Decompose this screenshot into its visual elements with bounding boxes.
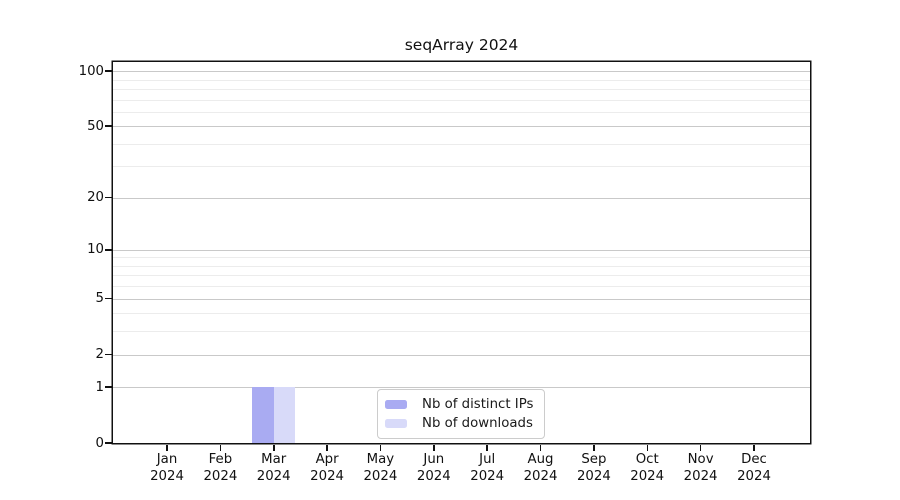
legend-row-distinct-ips: Nb of distinct IPs [385, 395, 544, 414]
minor-gridline [113, 257, 810, 259]
y-tick-label: 100 [78, 63, 104, 79]
major-gridline [113, 387, 810, 389]
x-tick-month: Nov [687, 452, 714, 467]
x-tick-month: Apr [315, 452, 339, 467]
y-tick-label: 1 [95, 379, 104, 395]
y-tick-mark [105, 249, 112, 251]
minor-gridline [113, 265, 810, 267]
x-tick-year: 2024 [576, 468, 611, 484]
major-gridline [113, 354, 810, 356]
x-tick-mark [486, 444, 488, 451]
x-tick-month: Mar [261, 452, 287, 467]
major-gridline [113, 126, 810, 128]
x-tick-year: 2024 [363, 468, 398, 484]
y-tick-mark [105, 125, 112, 127]
legend-label-downloads: Nb of downloads [422, 416, 533, 431]
minor-gridline [113, 331, 810, 333]
x-tick-year: 2024 [203, 468, 238, 484]
x-tick-year: 2024 [630, 468, 665, 484]
y-tick-mark [105, 196, 112, 199]
legend-label-distinct-ips: Nb of distinct IPs [422, 397, 534, 412]
minor-gridline [113, 99, 810, 101]
x-tick-year: 2024 [416, 468, 451, 484]
bar-downloads [273, 387, 296, 443]
minor-gridline [113, 313, 810, 315]
minor-gridline [113, 275, 810, 277]
y-tick-mark [105, 297, 112, 300]
x-tick-label: Apr 2024 [296, 452, 358, 485]
x-tick-mark [699, 444, 702, 451]
x-tick-label: Sep 2024 [563, 452, 625, 485]
x-tick-year: 2024 [150, 468, 184, 484]
x-tick-month: Jan [156, 452, 178, 467]
x-tick-mark [753, 444, 755, 451]
x-tick-label: Nov 2024 [670, 452, 732, 485]
minor-gridline [113, 166, 810, 168]
x-tick-label: Jun 2024 [403, 452, 465, 485]
x-tick-label: Oct 2024 [616, 452, 678, 485]
y-tick-label: 20 [87, 190, 104, 206]
x-tick-year: 2024 [683, 468, 718, 484]
major-gridline [113, 197, 810, 199]
major-gridline [113, 249, 810, 251]
y-tick-mark [105, 353, 112, 356]
legend-row-downloads: Nb of downloads [385, 414, 544, 433]
x-tick-mark [539, 444, 542, 451]
x-tick-label: Aug 2024 [510, 452, 572, 485]
x-tick-mark [646, 444, 648, 451]
major-gridline [113, 71, 810, 72]
x-tick-label: Mar 2024 [243, 452, 305, 485]
x-tick-year: 2024 [256, 468, 291, 484]
y-tick-mark [105, 386, 112, 388]
x-tick-year: 2024 [523, 468, 558, 484]
x-tick-month: Sep [581, 452, 607, 467]
x-tick-month: Feb [208, 452, 233, 467]
x-tick-month: Oct [635, 452, 659, 467]
minor-gridline [113, 143, 810, 145]
x-tick-mark [219, 444, 222, 451]
legend-swatch [385, 399, 407, 410]
y-tick-mark [105, 442, 112, 444]
x-tick-mark [433, 444, 435, 451]
x-tick-label: Jul 2024 [456, 452, 518, 485]
x-tick-label: Jan 2024 [136, 452, 198, 485]
y-tick-label: 10 [87, 242, 104, 258]
x-tick-label: Feb 2024 [189, 452, 251, 485]
x-tick-mark [166, 444, 168, 451]
minor-gridline [113, 88, 810, 90]
y-tick-label: 0 [95, 435, 104, 451]
x-tick-mark [593, 444, 595, 451]
legend: Nb of distinct IPs Nb of downloads [377, 389, 545, 439]
x-tick-mark [273, 444, 275, 451]
y-tick-label: 5 [95, 291, 104, 307]
x-tick-month: Jul [479, 452, 496, 467]
x-tick-month: Dec [741, 452, 767, 467]
x-tick-label: Dec 2024 [723, 452, 785, 485]
x-tick-month: Jun [423, 452, 445, 467]
minor-gridline [113, 286, 810, 288]
plot-area: Nb of distinct IPs Nb of downloads [113, 62, 810, 443]
x-tick-year: 2024 [310, 468, 345, 484]
minor-gridline [113, 111, 810, 113]
chart-title: seqArray 2024 [404, 36, 519, 54]
y-tick-label: 2 [95, 347, 104, 362]
x-tick-year: 2024 [470, 468, 505, 484]
x-tick-month: May [366, 452, 395, 467]
y-tick-mark [105, 70, 112, 72]
x-tick-mark [379, 444, 382, 451]
bar-distinct-ips [252, 387, 274, 443]
x-tick-year: 2024 [737, 468, 771, 484]
x-tick-label: May 2024 [349, 452, 411, 485]
legend-swatch [385, 418, 407, 429]
minor-gridline [113, 79, 810, 81]
x-tick-month: Aug [527, 452, 554, 467]
y-tick-label: 50 [87, 118, 104, 134]
major-gridline [113, 298, 810, 300]
x-tick-mark [326, 444, 328, 451]
